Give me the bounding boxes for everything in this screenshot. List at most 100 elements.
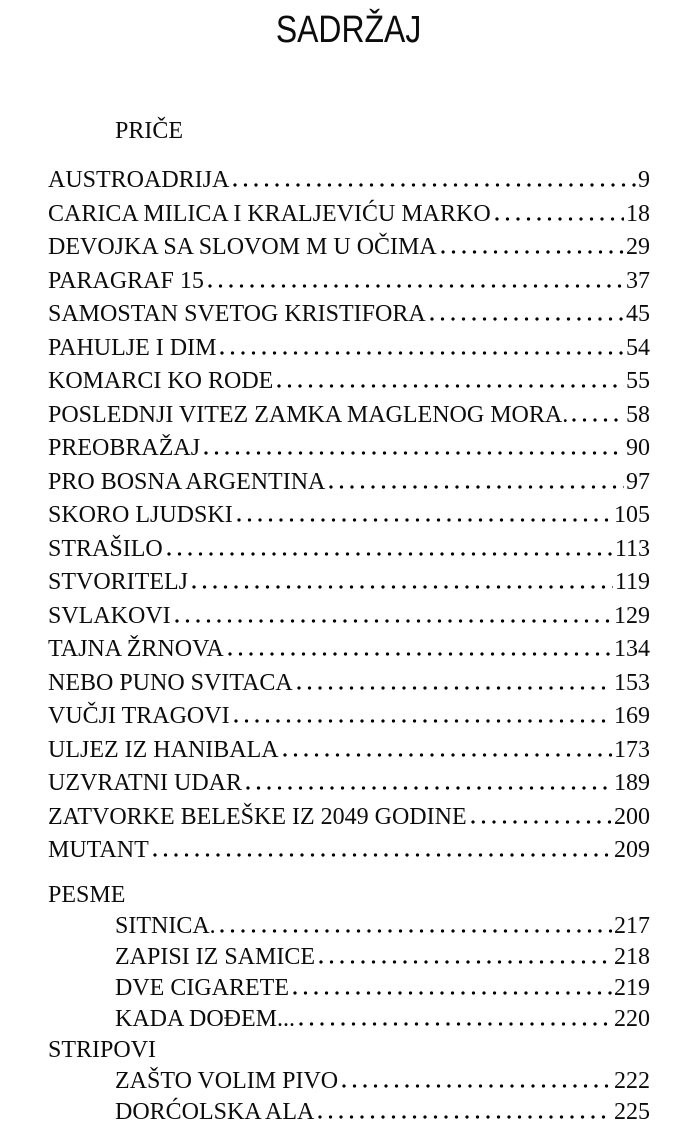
toc-entry: TAJNA ŽRNOVA 134 xyxy=(48,636,650,670)
dot-leader xyxy=(299,1021,612,1026)
page-title-text: SADRŽAJ xyxy=(276,9,422,51)
toc-entry-page: 54 xyxy=(626,334,650,361)
dot-leader xyxy=(233,719,612,724)
toc-entry-page: 105 xyxy=(614,502,650,529)
toc-entry-title: DVE CIGARETE xyxy=(115,974,289,1001)
toc-entry-page: 90 xyxy=(626,435,650,462)
toc-entry: PARAGRAF 15 37 xyxy=(48,268,650,302)
toc-entry: PRO BOSNA ARGENTINA 97 xyxy=(48,469,650,503)
toc-entry: NEBO PUNO SVITACA 153 xyxy=(48,670,650,704)
dot-leader xyxy=(166,551,613,556)
toc-entry-page: 218 xyxy=(614,943,650,970)
dot-leader xyxy=(246,786,612,791)
toc-entry-title: POSLEDNJI VITEZ ZAMKA MAGLENOG MORA. xyxy=(48,401,569,428)
toc-entry-title: ULJEZ IZ HANIBALA xyxy=(48,736,279,763)
toc-entry-title: UZVRATNI UDAR xyxy=(48,770,242,797)
dot-leader xyxy=(219,928,612,933)
dot-leader xyxy=(204,451,624,456)
toc-entry: DORĆOLSKA ALA 225 xyxy=(48,1099,650,1130)
toc-entry-page: 9 xyxy=(638,167,650,194)
section-heading-price: PRIČE xyxy=(115,117,184,144)
toc-entry-page: 37 xyxy=(626,267,650,294)
toc-entry-page: 189 xyxy=(614,770,650,797)
dot-leader xyxy=(296,685,612,690)
toc-entry: ULJEZ IZ HANIBALA 173 xyxy=(48,737,650,771)
toc-entry-page: 222 xyxy=(614,1067,650,1094)
toc-entry-page: 55 xyxy=(626,368,650,395)
toc-entry: ZAPISI IZ SAMICE 218 xyxy=(48,944,650,975)
dot-leader xyxy=(277,384,624,389)
toc-entry-page: 153 xyxy=(614,669,650,696)
dot-leader xyxy=(207,283,624,288)
toc-entry: ZATVORKE BELEŠKE IZ 2049 GODINE 200 xyxy=(48,804,650,838)
dot-leader xyxy=(319,959,612,964)
toc-entry-page: 220 xyxy=(614,1005,650,1032)
toc-entry-title: PREOBRAŽAJ xyxy=(48,435,201,462)
toc-entry-page: 173 xyxy=(614,736,650,763)
dot-leader xyxy=(236,518,612,523)
section-heading-pesme: PESME xyxy=(48,881,126,908)
toc-entry-title: MUTANT xyxy=(48,837,149,864)
toc-entry: SVLAKOVI 129 xyxy=(48,603,650,637)
dot-leader xyxy=(227,652,612,657)
dot-leader xyxy=(470,819,612,824)
dot-leader xyxy=(440,250,624,255)
toc-page: SADRŽAJ PRIČE AUSTROADRIJA 9 CARICA MILI… xyxy=(0,8,692,1130)
toc-entry: AUSTROADRIJA 9 xyxy=(48,167,650,201)
toc-entry-title: KADA DOĐEM... xyxy=(115,1005,295,1032)
dot-leader xyxy=(220,350,624,355)
toc-entry: PAHULJE I DIM 54 xyxy=(48,335,650,369)
toc-entry: PREOBRAŽAJ 90 xyxy=(48,435,650,469)
toc-entry-page: 97 xyxy=(626,468,650,495)
toc-entry-page: 58 xyxy=(626,401,650,428)
toc-entry-title: ZATVORKE BELEŠKE IZ 2049 GODINE xyxy=(48,803,467,830)
toc-entry-title: STRAŠILO xyxy=(48,535,163,562)
toc-entry-title: PAHULJE I DIM xyxy=(48,334,217,361)
toc-entry-page: 217 xyxy=(614,912,650,939)
dot-leader xyxy=(152,853,612,858)
dot-leader xyxy=(494,216,624,221)
toc-entry-page: 113 xyxy=(614,535,650,562)
toc-entry-page: 209 xyxy=(614,837,650,864)
toc-entry: KADA DOĐEM... 220 xyxy=(48,1006,650,1037)
toc-entry: CARICA MILICA I KRALJEVIĆU MARKO 18 xyxy=(48,201,650,235)
toc-entry: ZAŠTO VOLIM PIVO 222 xyxy=(48,1068,650,1099)
toc-entry-page: 45 xyxy=(626,301,650,328)
toc-entry: POSLEDNJI VITEZ ZAMKA MAGLENOG MORA. 58 xyxy=(48,402,650,436)
toc-entry-page: 219 xyxy=(614,974,650,1001)
toc-entry: DEVOJKA SA SLOVOM M U OČIMA 29 xyxy=(48,234,650,268)
section-pesme: PESME SITNICA. 217 ZAPISI IZ SAMICE 218 … xyxy=(48,882,650,1037)
dot-leader xyxy=(192,585,613,590)
section-stripovi: STRIPOVI ZAŠTO VOLIM PIVO 222 DORĆOLSKA … xyxy=(48,1037,650,1130)
toc-entry: SKORO LJUDSKI 105 xyxy=(48,502,650,536)
toc-entry: UZVRATNI UDAR 189 xyxy=(48,770,650,804)
dot-leader xyxy=(318,1114,612,1119)
toc-entry: SAMOSTAN SVETOG KRISTIFORA 45 xyxy=(48,301,650,335)
toc-entry-title: SAMOSTAN SVETOG KRISTIFORA xyxy=(48,301,426,328)
dot-leader xyxy=(233,183,636,188)
toc-entry-title: AUSTROADRIJA xyxy=(48,167,230,194)
toc-entry: VUČJI TRAGOVI 169 xyxy=(48,703,650,737)
toc-entry-page: 134 xyxy=(614,636,650,663)
toc-entry-page: 29 xyxy=(626,234,650,261)
toc-entry-title: CARICA MILICA I KRALJEVIĆU MARKO xyxy=(48,200,491,227)
toc-entry-page: 200 xyxy=(614,803,650,830)
dot-leader xyxy=(429,317,624,322)
toc-entry-page: 169 xyxy=(614,703,650,730)
toc-entry-title: SVLAKOVI xyxy=(48,602,171,629)
toc-entry-page: 129 xyxy=(614,602,650,629)
toc-entry: KOMARCI KO RODE 55 xyxy=(48,368,650,402)
dot-leader xyxy=(174,618,612,623)
toc-entry-title: NEBO PUNO SVITACA xyxy=(48,669,293,696)
toc-entry-title: SITNICA. xyxy=(115,912,216,939)
toc-entry-page: 119 xyxy=(614,569,650,596)
dot-leader xyxy=(572,417,624,422)
toc-entry: SITNICA. 217 xyxy=(48,913,650,944)
toc-entry-title: KOMARCI KO RODE xyxy=(48,368,274,395)
page-title: SADRŽAJ xyxy=(48,8,650,54)
dot-leader xyxy=(342,1083,612,1088)
toc-entry-title: STVORITELJ xyxy=(48,569,188,596)
dot-leader xyxy=(329,484,624,489)
toc-entry: STRAŠILO 113 xyxy=(48,536,650,570)
toc-entry-title: PRO BOSNA ARGENTINA xyxy=(48,468,326,495)
